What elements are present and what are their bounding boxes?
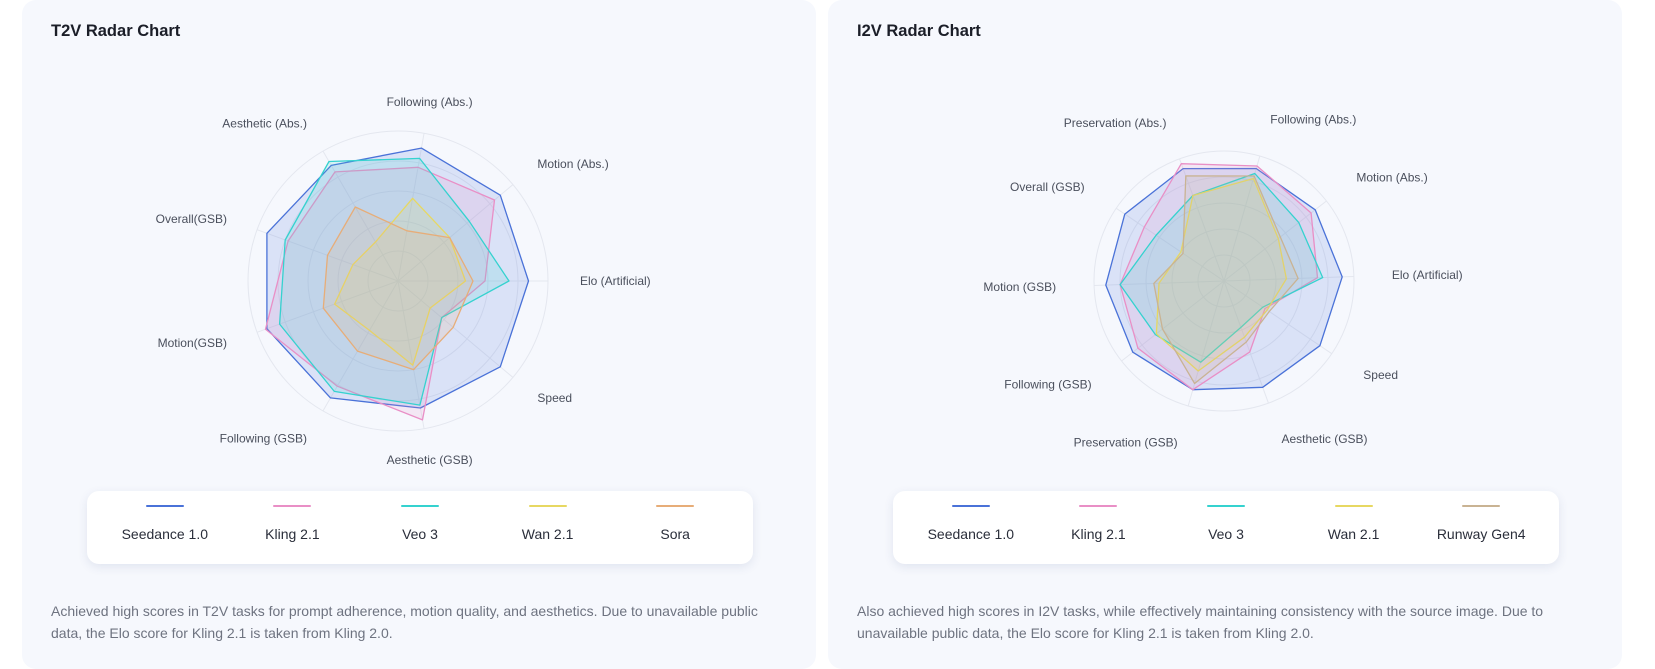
axis-label: Elo (Artificial)	[1392, 268, 1463, 282]
axis-label: Aesthetic (Abs.)	[222, 116, 307, 130]
t2v-legend-item[interactable]: Wan 2.1	[484, 505, 612, 542]
axis-label: Preservation (Abs.)	[1064, 116, 1167, 130]
axis-label: Following (Abs.)	[1270, 113, 1356, 127]
axis-label: Aesthetic (GSB)	[1282, 432, 1368, 446]
legend-swatch	[400, 505, 439, 507]
i2v-legend-item[interactable]: Veo 3	[1162, 505, 1290, 542]
axis-label: Following (GSB)	[220, 432, 307, 446]
legend-swatch	[528, 505, 567, 507]
legend-swatch	[1206, 505, 1245, 507]
axis-label: Elo (Artificial)	[580, 274, 651, 288]
grid-ring	[1197, 254, 1251, 308]
legend-label: Veo 3	[1208, 526, 1244, 542]
series-wan-2-1	[1155, 177, 1288, 372]
i2v-legend-item[interactable]: Wan 2.1	[1290, 505, 1418, 542]
series-wan-2-1	[333, 197, 467, 366]
legend-swatch	[656, 505, 695, 507]
i2v-legend-item[interactable]: Kling 2.1	[1035, 505, 1163, 542]
grid-spoke	[256, 280, 399, 333]
series-runway-gen4	[1153, 175, 1299, 385]
grid-spoke	[322, 150, 399, 282]
legend-label: Wan 2.1	[1327, 526, 1380, 542]
i2v-radar-chart: Following (Abs.) Motion (Abs.) Elo (Artifi…	[983, 113, 1463, 450]
axis-label: Preservation (GSB)	[1074, 436, 1178, 450]
grid-ring	[1171, 228, 1277, 334]
legend-label: Runway Gen4	[1436, 526, 1526, 542]
legend-label: Seedance 1.0	[927, 526, 1014, 542]
i2v-legend: Seedance 1.0 Kling 2.1 Veo 3 Wan 2.1 Run…	[893, 491, 1559, 564]
axis-label: Following (Abs.)	[387, 95, 473, 109]
legend-swatch	[1079, 505, 1118, 507]
grid-spoke	[1121, 280, 1225, 362]
grid-spoke	[1223, 275, 1354, 282]
axis-label: Following (GSB)	[1004, 377, 1091, 391]
legend-swatch	[1462, 505, 1501, 507]
grid-spoke	[1223, 200, 1327, 282]
t2v-legend-item[interactable]: Veo 3	[356, 505, 484, 542]
legend-swatch	[273, 505, 312, 507]
legend-swatch	[145, 505, 184, 507]
t2v-legend: Seedance 1.0 Kling 2.1 Veo 3 Wan 2.1 Sor…	[87, 491, 753, 564]
t2v-legend-item[interactable]: Sora	[611, 505, 739, 542]
grid-spoke	[322, 280, 399, 412]
axis-label: Aesthetic (GSB)	[387, 453, 473, 467]
grid-spoke	[1179, 158, 1225, 282]
series-veo-3	[278, 157, 510, 406]
i2v-title: I2V Radar Chart	[857, 22, 981, 40]
i2v-description: Also achieved high scores in I2V tasks, …	[857, 603, 1544, 641]
grid-spoke	[1187, 280, 1225, 407]
grid-ring	[1145, 202, 1303, 360]
i2v-card: I2V Radar Chart Following (Abs.) Motion (…	[828, 0, 1622, 669]
i2v-legend-item[interactable]: Seedance 1.0	[907, 505, 1035, 542]
legend-label: Veo 3	[402, 526, 438, 542]
grid-ring	[1093, 150, 1355, 412]
legend-label: Wan 2.1	[521, 526, 574, 542]
axis-label: Motion(GSB)	[158, 336, 227, 350]
t2v-radar-chart: Following (Abs.) Motion (Abs.) Elo (Artifi…	[156, 95, 651, 467]
radar-grid	[247, 130, 549, 432]
axis-label: Speed	[1363, 368, 1398, 382]
t2v-card: T2V Radar Chart Following (Abs.) Motion (…	[22, 0, 816, 669]
axis-label: Motion (GSB)	[983, 280, 1056, 294]
legend-label: Kling 2.1	[265, 526, 320, 542]
axis-label: Motion (Abs.)	[537, 157, 608, 171]
axis-label: Overall(GSB)	[156, 212, 227, 226]
t2v-legend-item[interactable]: Kling 2.1	[229, 505, 357, 542]
legend-swatch	[951, 505, 990, 507]
i2v-legend-item[interactable]: Runway Gen4	[1417, 505, 1545, 542]
t2v-legend-item[interactable]: Seedance 1.0	[101, 505, 229, 542]
series-veo-3	[1119, 172, 1324, 363]
grid-spoke	[1223, 280, 1333, 355]
legend-label: Kling 2.1	[1071, 526, 1126, 542]
grid-spoke	[397, 184, 514, 282]
series-kling-2-1	[264, 166, 496, 421]
grid-ring	[1119, 176, 1329, 386]
axis-label: Overall (GSB)	[1010, 180, 1085, 194]
axis-label: Motion (Abs.)	[1356, 171, 1427, 185]
legend-label: Sora	[660, 526, 690, 542]
t2v-title: T2V Radar Chart	[51, 22, 181, 40]
grid-spoke	[1115, 207, 1225, 282]
axis-label: Speed	[537, 391, 572, 405]
legend-label: Seedance 1.0	[121, 526, 208, 542]
t2v-description: Achieved high scores in T2V tasks for pr…	[51, 603, 758, 641]
radar-grid	[1093, 150, 1355, 412]
series-sora	[322, 206, 474, 371]
grid-spoke	[397, 280, 514, 378]
legend-swatch	[1334, 505, 1373, 507]
